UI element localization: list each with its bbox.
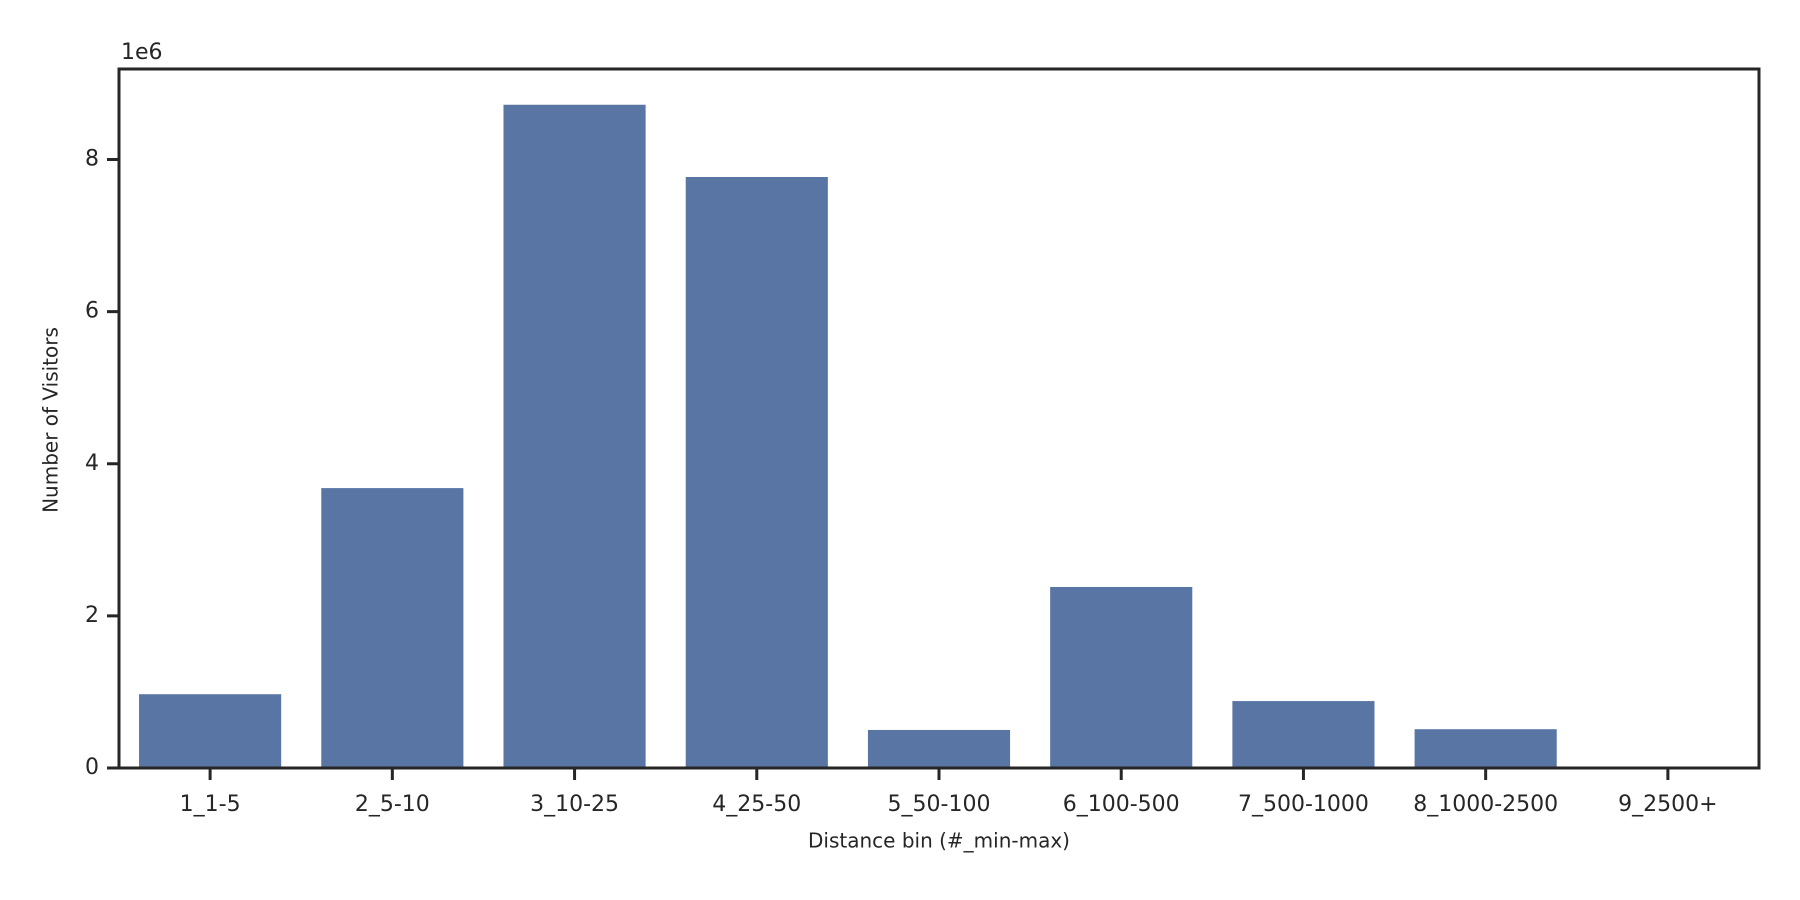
bar	[1414, 729, 1557, 768]
y-offset-label: 1e6	[121, 40, 163, 65]
y-axis-label: Number of Visitors	[39, 327, 63, 513]
x-tick-label: 6_100-500	[1063, 792, 1180, 817]
bar	[139, 694, 282, 768]
x-tick-label: 3_10-25	[530, 792, 619, 817]
x-tick-label: 4_25-50	[712, 792, 801, 817]
bar	[1232, 701, 1375, 768]
x-tick-label: 1_1-5	[180, 792, 241, 817]
y-tick-label: 6	[85, 299, 99, 324]
x-tick-label: 5_50-100	[888, 792, 991, 817]
x-tick-label: 7_500-1000	[1238, 792, 1369, 817]
y-tick-label: 4	[85, 451, 99, 476]
x-tick-label: 2_5-10	[355, 792, 430, 817]
bar	[867, 729, 1011, 768]
bar	[685, 177, 828, 768]
x-axis-label: Distance bin (#_min-max)	[808, 829, 1070, 853]
y-tick-label: 0	[85, 755, 99, 780]
y-tick-label: 8	[85, 147, 99, 172]
plot-frame	[117, 67, 1761, 770]
x-tick-label: 9_2500+	[1618, 792, 1717, 817]
bar	[1050, 586, 1193, 768]
x-tick-label: 8_1000-2500	[1413, 792, 1558, 817]
y-tick-label: 2	[85, 603, 99, 628]
bar	[503, 104, 646, 768]
bar	[321, 488, 464, 768]
